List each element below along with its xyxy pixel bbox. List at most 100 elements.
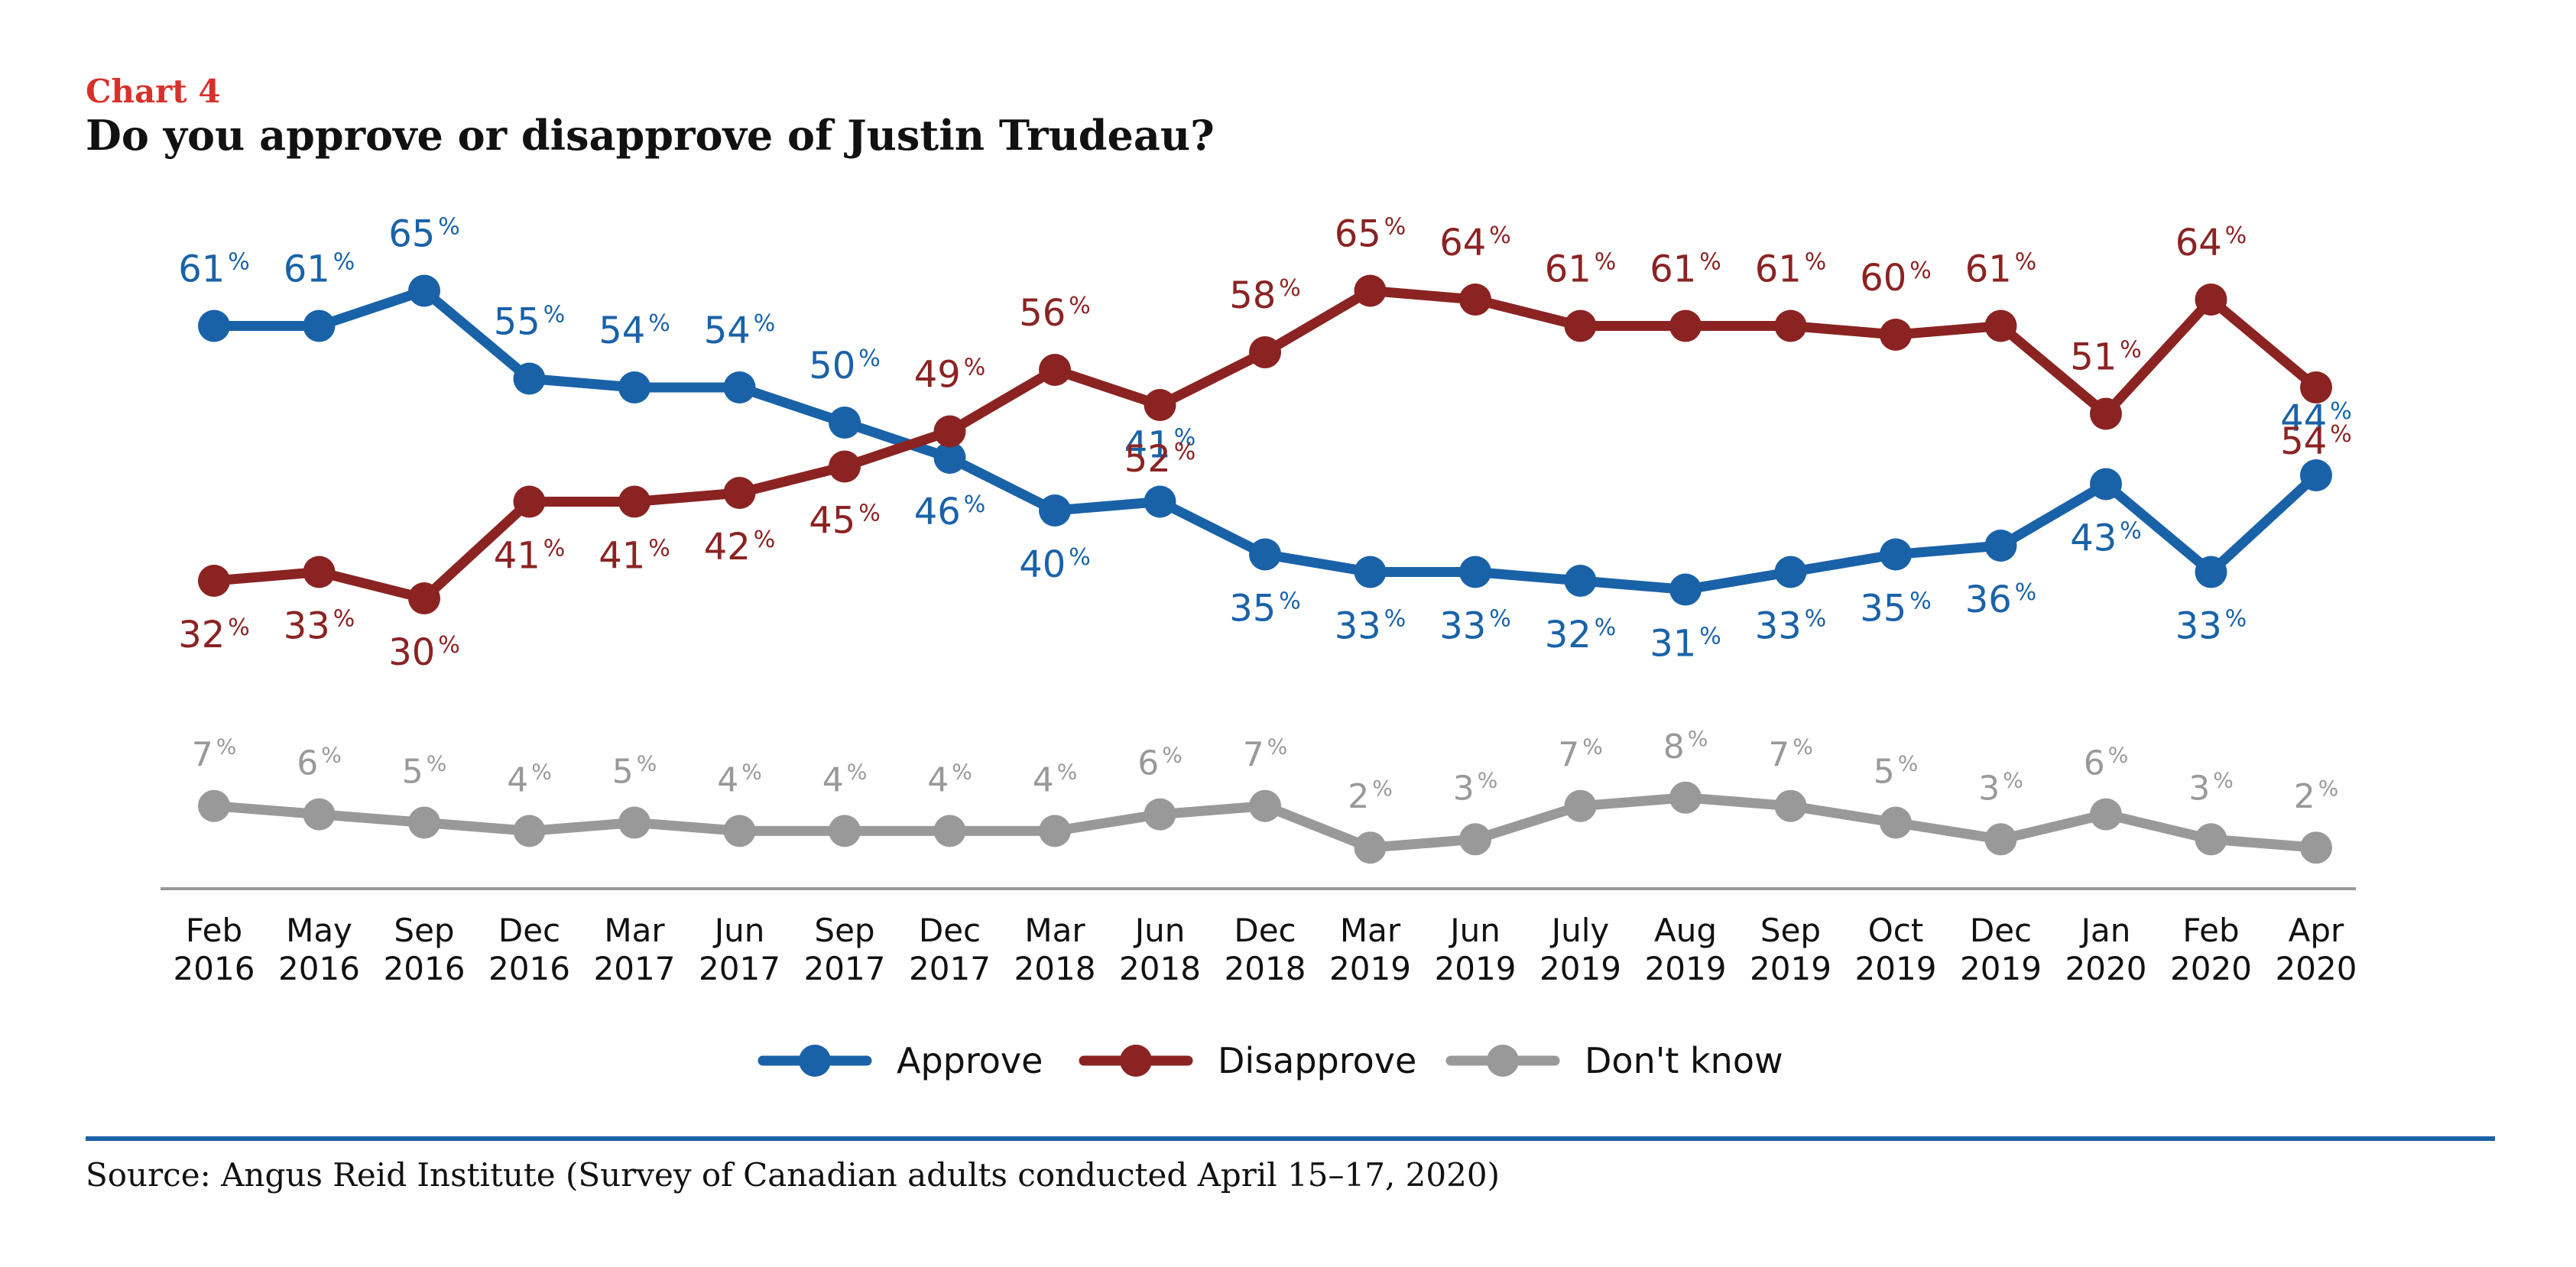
data-point-don-t-know	[1354, 831, 1387, 864]
data-label-don-t-know: 7%	[1243, 734, 1288, 775]
data-point-disapprove	[2090, 397, 2122, 430]
data-point-disapprove	[933, 415, 966, 448]
legend-label: Disapprove	[1218, 1040, 1416, 1081]
data-point-disapprove	[1354, 274, 1387, 307]
data-point-disapprove	[723, 477, 756, 509]
data-label-don-t-know: 3%	[1978, 767, 2023, 808]
data-label-don-t-know: 4%	[927, 759, 972, 799]
data-label-don-t-know: 4%	[1033, 759, 1078, 799]
data-point-approve	[198, 309, 230, 342]
data-label-disapprove: 60%	[1860, 257, 1932, 300]
x-tick-label: Sep 2017	[804, 912, 886, 987]
data-point-approve	[829, 407, 861, 439]
data-label-disapprove: 45%	[809, 500, 881, 543]
data-point-approve	[1249, 538, 1281, 571]
data-point-don-t-know	[1039, 815, 1071, 847]
data-point-don-t-know	[408, 806, 440, 839]
data-label-approve: 41%	[1124, 424, 1196, 467]
data-label-don-t-know: 5%	[612, 751, 657, 792]
data-point-approve	[2195, 556, 2227, 588]
series-layer: 61% 61 % 65 % 55% 54% 54 % 50 % 46 % 40 % 41 % 35 % 33% 33% 3…	[178, 213, 2352, 864]
data-label-approve: 54%	[599, 309, 670, 352]
legend-swatch-marker	[1120, 1045, 1152, 1077]
data-label-approve: 32%	[1545, 614, 1617, 656]
data-label-don-t-know: 5%	[402, 751, 447, 792]
data-label-approve: 31%	[1650, 623, 1721, 666]
x-tick-label: Mar 2017	[594, 912, 676, 987]
x-tick-label: Jan 2020	[2065, 912, 2147, 987]
legend-item-don-t-know: Don't know	[1445, 1040, 1783, 1081]
data-point-approve	[2090, 468, 2122, 501]
data-label-disapprove: 42%	[704, 526, 776, 569]
data-label-disapprove: 64%	[1439, 222, 1511, 264]
chart-kicker: Chart 4	[86, 73, 221, 110]
x-tick-label: Dec 2016	[488, 912, 570, 987]
data-point-disapprove	[198, 565, 230, 597]
data-label-don-t-know: 6%	[297, 743, 342, 783]
legend: Approve Disapprove Don't know	[758, 1040, 1783, 1081]
data-label-disapprove: 41%	[599, 535, 670, 578]
x-tick-label: Oct 2019	[1855, 912, 1937, 987]
series-disapprove: 32% 33 %30 %41% 41% 42% 45 %49 %56 %52 %58 %65% 64 %6…	[178, 213, 2352, 675]
data-label-don-t-know: 7%	[192, 734, 237, 775]
data-label-don-t-know: 3%	[2188, 767, 2234, 808]
data-label-approve: 35%	[1860, 588, 1932, 630]
data-point-approve	[1354, 556, 1387, 588]
data-label-disapprove: 61%	[1650, 248, 1721, 291]
data-point-disapprove	[1459, 284, 1491, 316]
data-point-don-t-know	[1669, 781, 1702, 814]
data-point-disapprove	[1039, 354, 1071, 386]
data-point-approve	[513, 362, 546, 395]
data-point-don-t-know	[1144, 798, 1176, 831]
data-point-disapprove	[829, 450, 861, 483]
data-label-approve: 43%	[2070, 517, 2142, 560]
data-point-don-t-know	[513, 815, 546, 847]
data-label-don-t-know: 7%	[1558, 734, 1603, 775]
data-point-approve	[1880, 538, 1912, 571]
data-point-disapprove	[2300, 371, 2332, 403]
data-point-disapprove	[2195, 284, 2227, 316]
legend-swatch-marker	[1487, 1045, 1519, 1077]
x-tick-label: Sep 2016	[384, 912, 466, 987]
data-label-approve: 33%	[1439, 605, 1511, 648]
data-point-approve	[1984, 530, 2017, 562]
data-label-approve: 35%	[1229, 588, 1301, 630]
data-label-don-t-know: 6%	[2084, 743, 2129, 783]
data-point-disapprove	[1249, 336, 1281, 368]
data-label-don-t-know: 8%	[1663, 726, 1708, 766]
data-label-don-t-know: 4%	[822, 759, 868, 799]
data-point-approve	[2300, 459, 2332, 491]
data-label-don-t-know: 5%	[1874, 751, 1919, 792]
series-don-t-know: 7% 6% 5% 4% 5% 4% 4% 4% 4% 6% 7 % 2% 3 % 7% 8% 7 % 5 % 3% 6 % 3%…	[192, 726, 2338, 864]
data-point-approve	[1774, 556, 1807, 588]
data-point-don-t-know	[1984, 823, 2017, 856]
x-tick-label: Apr 2020	[2276, 912, 2357, 987]
data-label-don-t-know: 4%	[507, 759, 552, 799]
data-label-don-t-know: 4%	[717, 759, 762, 799]
data-label-approve: 61%	[284, 248, 355, 291]
data-label-approve: 40%	[1019, 543, 1091, 586]
data-point-disapprove	[1144, 389, 1176, 421]
data-point-disapprove	[1880, 319, 1912, 351]
x-tick-label: Jun 2018	[1119, 912, 1201, 987]
data-label-disapprove: 56%	[1019, 292, 1091, 335]
data-label-disapprove: 51%	[2070, 336, 2142, 379]
x-tick-label: Feb 2020	[2170, 912, 2252, 987]
x-axis-ticks: Feb 2016 May 2016 Sep 2016 Dec 2016 Mar 2017 Jun 20…	[174, 912, 2357, 987]
series-approve: 61% 61 % 65 % 55% 54% 54 % 50 % 46 % 40 % 41 % 35 % 33% 33% 3…	[178, 213, 2352, 666]
data-point-don-t-know	[303, 798, 336, 831]
x-tick-label: Jun 2019	[1435, 912, 1517, 987]
data-label-disapprove: 65%	[1335, 213, 1406, 256]
legend-item-approve: Approve	[758, 1040, 1043, 1081]
data-label-disapprove: 61%	[1965, 248, 2037, 291]
data-point-approve	[723, 371, 756, 403]
data-point-disapprove	[1564, 309, 1597, 342]
data-point-don-t-know	[198, 789, 230, 822]
x-tick-label: Sep 2019	[1750, 912, 1831, 987]
data-point-approve	[1144, 485, 1176, 518]
data-point-don-t-know	[933, 815, 966, 847]
legend-label: Don't know	[1585, 1040, 1783, 1081]
x-tick-label: Mar 2018	[1014, 912, 1096, 987]
data-label-approve: 50%	[809, 345, 881, 387]
